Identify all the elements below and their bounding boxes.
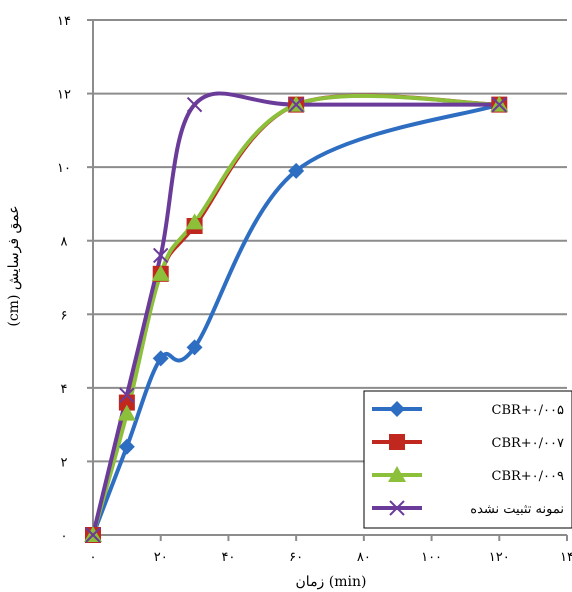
series-line-3: [91, 93, 502, 537]
legend-entry-label: CBR+۰/۰۰۹: [492, 469, 565, 484]
tick-labels: ۰ ۲ ۴ ۶ ۸ ۱۰ ۱۲ ۱۴ ۰ ۲۰ ۴۰ ۶۰ ۸۰ ۱۰۰ ۱۲۰ ۱۴: [57, 14, 572, 565]
legend-entry-label: نمونه تثبیت نشده: [470, 502, 564, 517]
x-tick-label: ۱۰۰: [421, 550, 442, 565]
x-tick-label: ۲۰: [154, 550, 168, 565]
axes: [87, 19, 568, 541]
data-point-s1-5: [288, 162, 305, 179]
y-tick-label: ۲: [61, 455, 68, 470]
y-tick-label: ۱۰: [57, 161, 71, 176]
data-point-s1-3: [152, 350, 169, 367]
legend: CBR+۰/۰۰۵ CBR+۰/۰۰۷ CBR+۰/۰۰۹ نمونه تثبیت ن…: [363, 390, 572, 529]
y-tick-label: ۴: [61, 382, 68, 397]
x-tick-label: ۱۲۰: [489, 550, 510, 565]
markers-group: [84, 95, 509, 543]
legend-swatch-marker: [389, 434, 405, 450]
y-tick-label: ۸: [61, 235, 68, 250]
data-point-s3-4: [185, 213, 204, 230]
legend-swatch-marker: [389, 500, 405, 516]
legend-swatch-marker: [389, 401, 405, 417]
grid: [93, 19, 567, 463]
y-tick-label: ۶: [61, 308, 68, 323]
y-axis-title: عمق فرسایش (cm): [6, 205, 22, 326]
legend-entry-label: CBR+۰/۰۰۷: [492, 436, 565, 451]
data-point-s3-2: [117, 404, 136, 421]
x-tick-label: ۱۴: [560, 550, 572, 565]
y-tick-label: ۱۲: [57, 88, 71, 103]
x-tick-label: ۰: [90, 550, 97, 565]
data-point-s4-5: [288, 96, 304, 113]
data-point-s4-4: [186, 96, 203, 113]
x-tick-label: ۸۰: [357, 550, 371, 565]
x-tick-label: ۴۰: [221, 550, 235, 565]
data-point-s4-6: [491, 96, 507, 113]
data-point-s4-3: [153, 247, 169, 264]
x-tick-label: ۶۰: [289, 550, 303, 565]
legend-swatch-marker: [388, 466, 406, 482]
legend-entry-label: CBR+۰/۰۰۵: [492, 403, 565, 418]
data-point-s4-1: [85, 527, 101, 543]
data-point-s3-3: [151, 264, 170, 281]
y-tick-label: ۰: [61, 529, 68, 544]
data-point-s4-2: [119, 387, 135, 403]
data-point-s1-2: [118, 438, 135, 455]
data-point-s1-4: [186, 339, 203, 356]
y-tick-label: ۱۴: [57, 14, 71, 29]
x-axis-title: زمان (min): [296, 574, 367, 590]
